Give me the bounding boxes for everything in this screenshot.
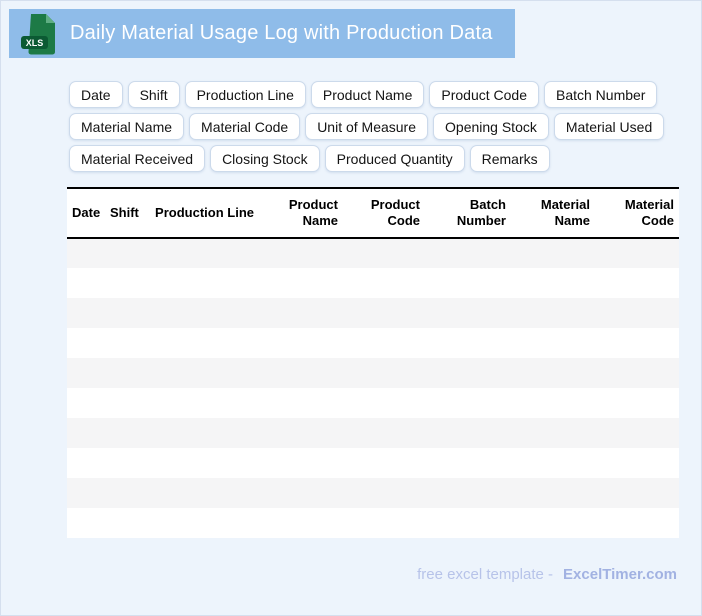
col-header-product-code: Product Code — [343, 187, 425, 239]
chip-date[interactable]: Date — [69, 81, 123, 108]
xls-badge-label: XLS — [26, 38, 44, 48]
xls-badge — [21, 35, 48, 49]
sheet-preview: Date Shift Production Line Product Name … — [67, 187, 679, 538]
table-row — [67, 268, 679, 298]
col-header-shift: Shift — [105, 187, 141, 239]
col-header-material-name: Material Name — [511, 187, 595, 239]
chip-remarks[interactable]: Remarks — [469, 145, 550, 172]
chip-opening-stock[interactable]: Opening Stock — [433, 113, 549, 140]
table-row — [67, 448, 679, 478]
col-header-production-line: Production Line — [141, 187, 259, 239]
chip-closing-stock[interactable]: Closing Stock — [210, 145, 320, 172]
chip-shift[interactable]: Shift — [127, 81, 180, 108]
table-row — [67, 388, 679, 418]
col-header-product-name: Product Name — [259, 187, 343, 239]
chip-row-2: Material Name Material Code Unit of Meas… — [69, 113, 689, 140]
chip-row-3: Material Received Closing Stock Produced… — [69, 145, 689, 172]
table-row — [67, 508, 679, 538]
sheet-body — [67, 238, 679, 538]
chip-produced-quantity[interactable]: Produced Quantity — [324, 145, 465, 172]
chip-production-line[interactable]: Production Line — [184, 81, 306, 108]
table-row — [67, 478, 679, 508]
col-header-material-code: Material Code — [595, 187, 679, 239]
chip-material-received[interactable]: Material Received — [69, 145, 206, 172]
footer-brand-link[interactable]: ExcelTimer.com — [563, 566, 677, 583]
table-row — [67, 328, 679, 358]
sheet-header: Date Shift Production Line Product Name … — [67, 187, 679, 239]
chip-unit-of-measure[interactable]: Unit of Measure — [305, 113, 429, 140]
title-bar: XLS Daily Material Usage Log with Produc… — [9, 9, 515, 58]
chip-product-code[interactable]: Product Code — [429, 81, 539, 108]
chip-material-code[interactable]: Material Code — [189, 113, 301, 140]
folded-corner — [46, 13, 55, 23]
col-header-batch-number: Batch Number — [425, 187, 511, 239]
col-header-date: Date — [67, 187, 105, 239]
chip-row-1: Date Shift Production Line Product Name … — [69, 81, 689, 108]
chip-material-name[interactable]: Material Name — [69, 113, 185, 140]
footer: free excel template - ExcelTimer.com — [417, 566, 677, 583]
sheet-table: Date Shift Production Line Product Name … — [67, 187, 679, 538]
column-chip-list: Date Shift Production Line Product Name … — [69, 81, 689, 177]
table-row — [67, 238, 679, 268]
page-title: Daily Material Usage Log with Production… — [70, 22, 493, 44]
table-row — [67, 298, 679, 328]
table-row — [67, 418, 679, 448]
xls-file-icon: XLS — [21, 13, 55, 54]
footer-text: free excel template - — [417, 566, 554, 583]
chip-product-name[interactable]: Product Name — [310, 81, 425, 108]
chip-material-used[interactable]: Material Used — [553, 113, 665, 140]
table-row — [67, 358, 679, 388]
chip-batch-number[interactable]: Batch Number — [543, 81, 658, 108]
